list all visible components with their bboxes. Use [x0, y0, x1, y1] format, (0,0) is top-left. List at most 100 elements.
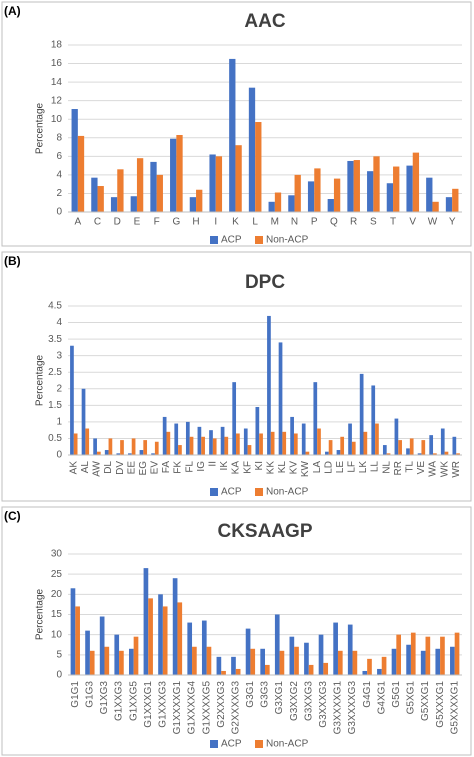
bar [454, 632, 460, 675]
y-tick-label: 8 [56, 132, 62, 143]
bar [197, 426, 202, 455]
x-tick-label: KK [265, 461, 276, 475]
bar [174, 423, 179, 455]
bar [130, 196, 137, 212]
bar [108, 438, 113, 455]
y-axis-label: Percentage [35, 102, 46, 154]
x-tick-label: II [207, 461, 218, 467]
x-tick-label: G2XXXG3 [216, 681, 227, 728]
bar [432, 201, 439, 212]
bar [209, 154, 216, 212]
bar [352, 650, 358, 675]
bar [386, 453, 391, 455]
panel-label: (C) [4, 509, 21, 523]
y-tick-label: 25 [51, 569, 63, 580]
bar [318, 634, 324, 675]
bar [375, 423, 379, 455]
x-tick-label: G1XXXG1 [143, 681, 154, 728]
bar [158, 594, 163, 675]
bar [362, 670, 368, 675]
bar [429, 435, 434, 455]
x-tick-label: AL [80, 461, 91, 474]
bar [220, 426, 225, 455]
bar [435, 648, 441, 675]
x-tick-label: KL [277, 461, 288, 474]
bar [333, 178, 341, 212]
bar [268, 201, 275, 212]
bar [201, 436, 205, 455]
x-tick-label: G2XXXXG3 [230, 681, 241, 735]
bar [117, 169, 124, 212]
bar [154, 441, 159, 455]
x-tick-label: LF [347, 461, 358, 473]
x-tick-label: W [428, 217, 438, 228]
x-tick-label: G3G1 [245, 681, 256, 708]
x-tick-label: AK [68, 461, 79, 475]
bar [336, 450, 341, 455]
bar [279, 650, 285, 675]
bar [412, 152, 420, 212]
x-tick-label: EV [150, 461, 161, 475]
x-tick-label: KW [300, 460, 311, 477]
y-tick-label: 5 [56, 649, 62, 660]
bar [347, 624, 353, 675]
x-tick-label: D [114, 217, 121, 228]
x-tick-label: T [390, 217, 396, 228]
y-tick-label: 4.5 [48, 301, 62, 312]
bar [274, 614, 280, 675]
bar [307, 181, 315, 212]
x-tick-label: G3XXG2 [289, 681, 300, 721]
bar [445, 197, 453, 212]
bar [398, 440, 402, 455]
bar [444, 451, 449, 455]
x-tick-label: I [214, 217, 217, 228]
bar [305, 451, 310, 455]
bar [96, 451, 101, 455]
y-tick-label: 10 [51, 629, 63, 640]
bar [410, 632, 416, 675]
bar [409, 438, 414, 455]
x-tick-label: R [350, 217, 357, 228]
x-tick-label: G4XG1 [376, 681, 387, 715]
x-tick-label: DV [115, 461, 126, 475]
y-tick-label: 2 [56, 383, 62, 394]
bar [215, 156, 223, 212]
y-tick-label: 0 [56, 670, 62, 681]
bar [425, 636, 431, 675]
x-tick-label: KV [289, 461, 300, 475]
y-tick-label: 2 [56, 188, 62, 199]
bar [235, 145, 242, 212]
x-tick-label: LK [358, 461, 369, 474]
bar [260, 648, 265, 675]
bar [196, 189, 203, 212]
x-tick-label: G5XG1 [406, 681, 417, 715]
bar [340, 436, 345, 455]
y-axis-label: Percentage [35, 354, 46, 406]
x-tick-label: P [311, 217, 318, 228]
bar [333, 622, 338, 675]
bar [314, 168, 321, 212]
bar [81, 388, 86, 455]
legend-label: ACP [221, 739, 242, 750]
x-tick-label: KF [242, 461, 253, 474]
x-tick-label: G3XXG3 [303, 681, 314, 721]
bar [363, 431, 368, 455]
bar [396, 634, 402, 675]
legend-swatch [210, 740, 218, 748]
x-tick-label: KI [254, 461, 265, 470]
x-tick-label: G1XXXXG1 [172, 681, 183, 735]
bar [382, 445, 387, 455]
bar [224, 436, 229, 455]
x-tick-label: EE [126, 461, 137, 475]
x-tick-label: VE [416, 461, 427, 475]
bar [71, 109, 78, 212]
bar [371, 385, 376, 455]
y-tick-label: 15 [51, 609, 63, 620]
x-tick-label: G1XXXG3 [157, 681, 168, 728]
x-tick-label: FL [184, 461, 195, 473]
x-tick-label: G4G1 [362, 681, 373, 708]
bar [185, 421, 190, 455]
x-tick-label: IK [219, 461, 230, 471]
x-tick-label: Q [330, 217, 338, 228]
bar [162, 606, 168, 675]
